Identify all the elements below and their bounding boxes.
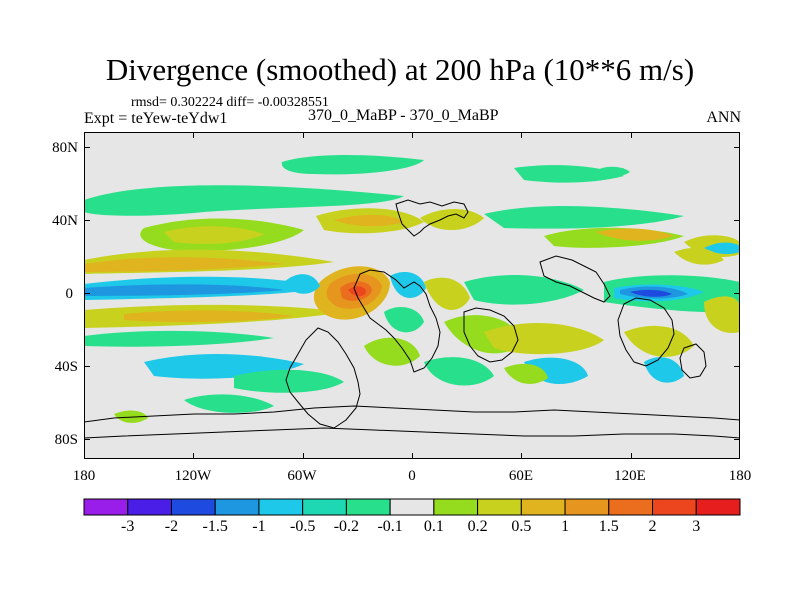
contour-fill [464, 275, 584, 305]
lat-label: 0 [65, 286, 74, 302]
contour-fill [284, 274, 320, 294]
contour-fill [234, 369, 344, 393]
lon-label: 120W [174, 468, 212, 484]
colorbar-label: 2 [648, 518, 657, 535]
contour-fill [281, 155, 424, 175]
colorbar-swatch [564, 498, 610, 516]
lat-label: 40S [54, 359, 78, 375]
contour-fill [644, 357, 684, 383]
contour-fill [164, 226, 264, 244]
coastline [679, 343, 707, 379]
contour-fill [384, 307, 424, 333]
colorbar-swatch [695, 498, 741, 516]
lon-label: 180 [72, 468, 96, 484]
lat-label: 80N [52, 140, 78, 156]
contour-fill [704, 296, 740, 333]
contour-fill [504, 363, 548, 384]
contour-fill [424, 277, 470, 310]
colorbar-label: 0.5 [511, 518, 532, 535]
continent-outlines [84, 199, 740, 439]
contour-fill [84, 257, 284, 272]
colorbar-swatch [433, 498, 479, 516]
contour-fill [674, 247, 724, 265]
colorbar-swatch [608, 498, 654, 516]
coastline [463, 307, 519, 363]
colorbar-label: -1 [252, 518, 266, 535]
colorbar-swatch [520, 498, 566, 516]
divergence-map [84, 132, 740, 459]
lon-label: 60E [508, 468, 534, 484]
plot-title: Divergence (smoothed) at 200 hPa (10**6 … [105, 52, 695, 87]
experiment-label: Expt = teYew-teYdw1 [84, 110, 228, 127]
colorbar-label: 0.2 [467, 518, 488, 535]
colorbar-label: -0.1 [377, 518, 403, 535]
colorbar-label: -2 [164, 518, 179, 535]
colorbar-swatch [477, 498, 522, 516]
stats-line: rmsd= 0.302224 diff= -0.00328551 [131, 95, 329, 110]
colorbar-label: -3 [121, 518, 135, 535]
contour-fill [84, 330, 274, 347]
colorbar-swatch [170, 498, 216, 516]
contour-fill [630, 289, 672, 297]
contour-fill [84, 185, 404, 216]
coastline [84, 427, 740, 439]
contour-fill [624, 325, 694, 357]
divergence-contours [84, 155, 740, 423]
colorbar-label: 1 [561, 518, 570, 535]
colorbar-swatch [302, 498, 347, 516]
contour-fill [594, 166, 630, 177]
contour-fill [484, 322, 604, 355]
lat-label: 40N [52, 213, 78, 229]
colorbar-swatch [83, 498, 129, 516]
colorbar-label: -0.5 [289, 518, 316, 535]
contour-fill [348, 286, 366, 297]
coastline [353, 269, 441, 373]
coastline [84, 405, 740, 423]
contour-fill [420, 209, 484, 231]
contour-fill [184, 394, 274, 413]
axis-ticks [84, 132, 740, 459]
lon-label: 120E [614, 468, 646, 484]
season-label: ANN [706, 109, 741, 126]
contour-fill [364, 337, 420, 366]
case-names: 370_0_MaBP - 370_0_MaBP [308, 107, 499, 124]
contour-fill [596, 228, 674, 241]
colorbar-swatch [389, 498, 435, 516]
contour-fill [514, 165, 624, 183]
contour-fill [424, 357, 494, 386]
contour-fill [84, 284, 284, 296]
colorbar-swatch [214, 498, 260, 516]
colorbar-swatch [652, 498, 697, 516]
lat-label: 80S [54, 432, 78, 448]
colorbar-label: 0.1 [423, 518, 444, 535]
coastline [617, 297, 675, 367]
contour-fill [484, 205, 684, 229]
colorbar-label: 3 [692, 518, 701, 535]
contour-fill [390, 272, 426, 298]
colorbar [83, 498, 741, 516]
lon-label: 0 [408, 468, 416, 484]
lon-label: 60W [287, 468, 317, 484]
colorbar-swatch [258, 498, 304, 516]
contour-fill [124, 310, 294, 323]
coastline [395, 199, 469, 237]
colorbar-swatch [127, 498, 172, 516]
coastline [539, 255, 611, 303]
colorbar-label: 1.5 [598, 518, 619, 535]
lon-label: 180 [728, 468, 752, 484]
colorbar-label: -1.5 [202, 518, 228, 535]
contour-fill [704, 242, 740, 255]
contour-fill [334, 214, 404, 227]
colorbar-swatch [345, 498, 391, 516]
colorbar-label: -0.2 [333, 518, 360, 535]
